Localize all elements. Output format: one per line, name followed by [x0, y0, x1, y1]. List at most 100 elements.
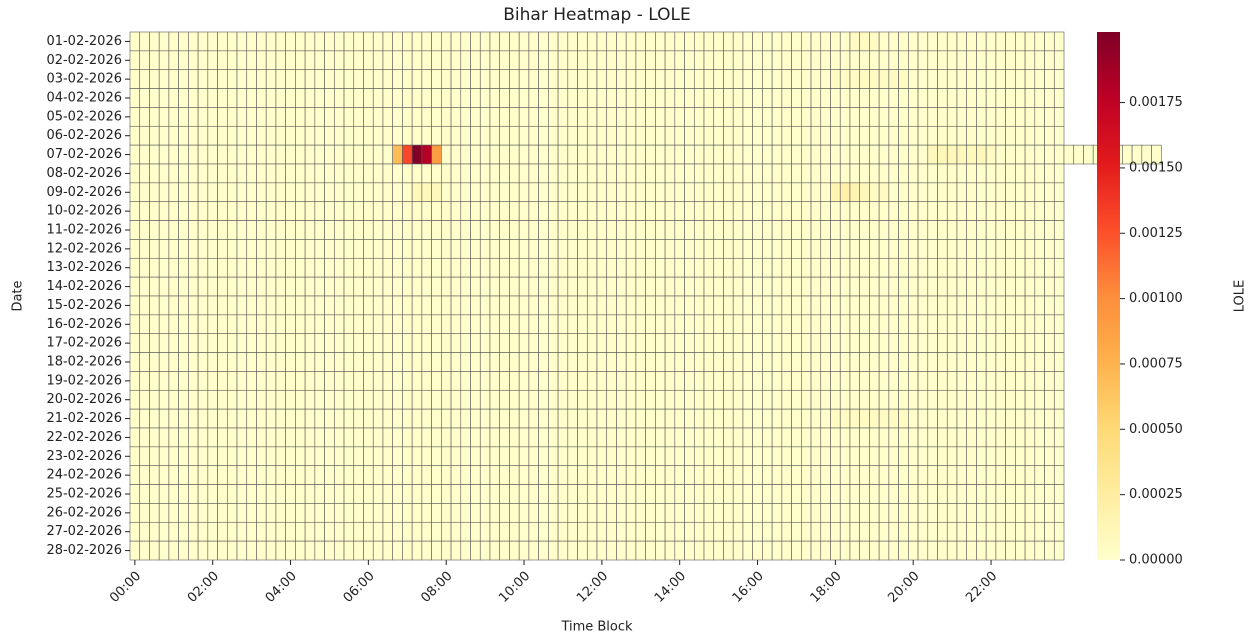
heatmap-cell [470, 50, 481, 71]
heatmap-cell [489, 69, 501, 89]
heatmap-cell [1034, 107, 1045, 127]
heatmap-cell [645, 163, 656, 184]
heatmap-cell [976, 446, 987, 467]
heatmap-cell [470, 484, 481, 504]
heatmap-cell [742, 503, 753, 523]
heatmap-cell [470, 69, 481, 89]
heatmap-cell [859, 144, 870, 165]
x-tick-label: 00:00 [107, 569, 144, 606]
heatmap-cell [411, 389, 423, 410]
heatmap-cell [557, 295, 569, 316]
heatmap-cell [518, 257, 530, 278]
heatmap-cell [246, 107, 257, 127]
heatmap-cell [295, 276, 306, 297]
heatmap-cell [810, 69, 822, 89]
heatmap-cell [188, 427, 199, 448]
heatmap-cell [518, 201, 530, 221]
heatmap-cell [869, 540, 880, 561]
heatmap-cell [762, 389, 773, 410]
heatmap-cell [606, 446, 617, 467]
heatmap-cell [509, 314, 520, 335]
heatmap-cell [703, 427, 715, 448]
heatmap-cell [577, 69, 588, 89]
heatmap-cell [509, 125, 520, 146]
heatmap-cell [411, 521, 423, 542]
heatmap-cell [781, 182, 792, 203]
heatmap-cell [908, 163, 919, 184]
heatmap-cell [976, 239, 987, 259]
heatmap-cell [645, 333, 656, 353]
heatmap-cell [207, 125, 218, 146]
heatmap-cell [869, 31, 880, 52]
heatmap-cell [129, 144, 141, 165]
heatmap-cell [226, 503, 238, 523]
heatmap-cell [450, 484, 462, 504]
heatmap-cell [518, 503, 530, 523]
heatmap-cell [275, 314, 286, 335]
heatmap-cell [655, 144, 666, 165]
chart-title: Bihar Heatmap - LOLE [503, 5, 690, 25]
heatmap-cell [791, 125, 802, 146]
heatmap-cell [518, 427, 530, 448]
heatmap-cell [869, 201, 880, 221]
heatmap-cell [479, 484, 491, 504]
heatmap-cell [645, 182, 656, 203]
heatmap-cell [499, 107, 510, 127]
heatmap-cell [937, 446, 948, 467]
heatmap-cell [557, 352, 569, 372]
heatmap-cell [518, 521, 530, 542]
heatmap-cell [849, 389, 860, 410]
heatmap-cell [586, 295, 598, 316]
heatmap-cell [752, 371, 763, 391]
heatmap-cell [956, 408, 968, 429]
heatmap-cell [606, 201, 617, 221]
heatmap-cell [635, 446, 646, 467]
heatmap-cell [674, 88, 685, 108]
heatmap-cell [168, 144, 179, 165]
heatmap-cell [742, 144, 753, 165]
heatmap-cell [1024, 465, 1036, 485]
heatmap-cell [1044, 201, 1055, 221]
heatmap-cell [450, 144, 462, 165]
heatmap-cell [752, 389, 763, 410]
heatmap-cell [538, 50, 549, 71]
heatmap-cell [820, 389, 831, 410]
heatmap-cell [129, 276, 141, 297]
heatmap-cell [732, 465, 744, 485]
heatmap-cell [139, 389, 150, 410]
heatmap-cell [781, 314, 792, 335]
heatmap-cell [402, 239, 413, 259]
heatmap-cell [363, 69, 374, 89]
heatmap-cell [946, 69, 958, 89]
heatmap-cell [353, 88, 364, 108]
heatmap-cell [810, 276, 822, 297]
heatmap-cell [898, 31, 909, 52]
heatmap-cell [207, 521, 218, 542]
heatmap-cell [995, 484, 1006, 504]
heatmap-cell [226, 521, 238, 542]
heatmap-cell [431, 201, 442, 221]
heatmap-cell [353, 201, 364, 221]
heatmap-cell [528, 201, 539, 221]
heatmap-cell [917, 389, 929, 410]
heatmap-cell [693, 465, 705, 485]
heatmap-cell [859, 352, 870, 372]
heatmap-cell [888, 540, 899, 561]
heatmap-cell [752, 521, 763, 542]
heatmap-cell [246, 333, 257, 353]
heatmap-cell [888, 201, 899, 221]
heatmap-cell [314, 163, 325, 184]
heatmap-cell [684, 239, 695, 259]
heatmap-cell [548, 182, 559, 203]
heatmap-cell [149, 201, 160, 221]
heatmap-cell [723, 276, 734, 297]
heatmap-cell [946, 446, 958, 467]
heatmap-cell [586, 389, 598, 410]
heatmap-cell [703, 540, 715, 561]
heatmap-cell [411, 88, 423, 108]
heatmap-cell [479, 295, 491, 316]
x-tick-label: 08:00 [418, 569, 455, 606]
heatmap-cell [888, 503, 899, 523]
heatmap-cell [635, 257, 646, 278]
heatmap-cell [538, 220, 549, 240]
